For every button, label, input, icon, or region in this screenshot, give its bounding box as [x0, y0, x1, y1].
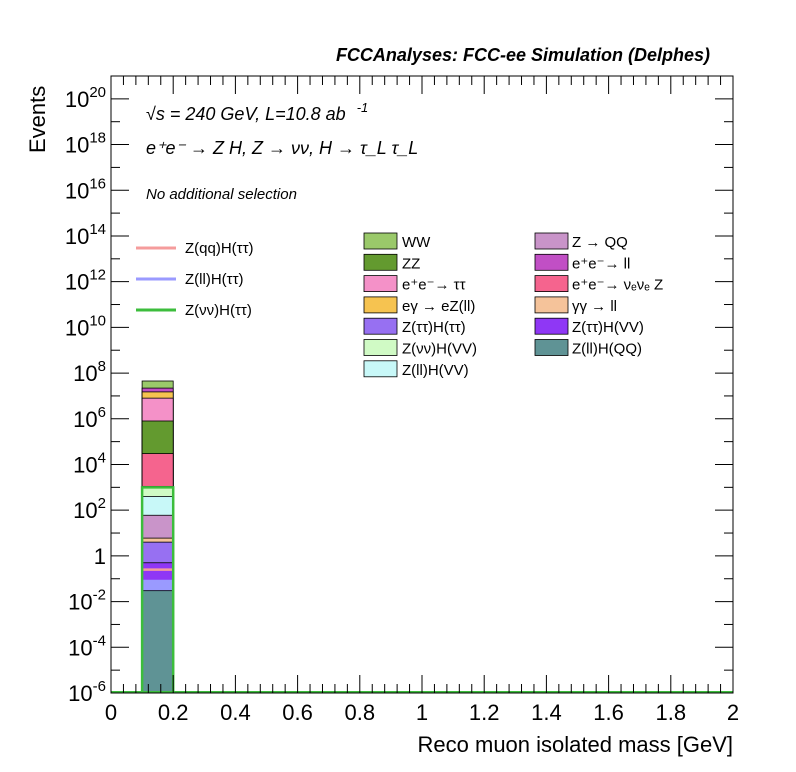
legend-swatch [534, 296, 569, 314]
energy-lumi-text: √s = 240 GeV, L=10.8 ab [146, 104, 346, 124]
legend-swatch [363, 232, 398, 250]
y-tick-label: 1016 [65, 175, 106, 203]
y-tick-exponent: 20 [89, 84, 106, 101]
y-tick-mantissa: 10 [68, 590, 92, 615]
y-tick-exponent: 2 [98, 495, 106, 512]
x-tick-label: 0.8 [345, 700, 376, 725]
process-label: e⁺e⁻ → Z H, Z → νν, H → τ_L τ_L [146, 138, 418, 158]
bar-Z(ll)H(QQ) [141, 590, 174, 694]
legend-label: e⁺e⁻→ νₑνₑ Z [572, 277, 663, 294]
legend-swatch [534, 339, 569, 356]
y-tick-exponent: 10 [89, 312, 106, 329]
legend-swatch [363, 275, 398, 293]
legend: Z(qq)H(ττ) Z(ll)H(ττ) Z(νν)H(ττ) WW ZZ e⁺e⁻→ … [136, 232, 663, 379]
x-axis-title: Reco muon isolated mass [GeV] [418, 732, 733, 757]
x-tick-label: 1.2 [469, 700, 500, 725]
y-tick-exponent: 12 [89, 267, 106, 284]
y-tick-label: 10-2 [68, 587, 106, 615]
legend-label: Z(ll)H(VV) [402, 362, 469, 379]
y-tick-label: 108 [73, 358, 106, 386]
x-tick-label: 0 [105, 700, 117, 725]
y-tick-label: 1010 [65, 312, 106, 340]
legend-label: e⁺e⁻→ ll [572, 255, 630, 272]
legend-label: Z(ττ)H(ττ) [402, 319, 466, 336]
y-tick-labels: 102010181016101410121010108106104102110-… [65, 84, 106, 706]
y-tick-label: 104 [73, 449, 106, 477]
x-tick-label: 2 [727, 700, 739, 725]
legend-label: Z(ll)H(ττ) [185, 271, 244, 288]
y-tick-exponent: 16 [89, 175, 106, 192]
x-tick-labels: 0 0.2 0.4 0.6 0.8 1 1.2 1.4 1.6 1.8 2 [105, 700, 739, 725]
legend-label: e⁺e⁻→ ττ [402, 277, 466, 294]
y-tick-mantissa: 10 [65, 315, 89, 340]
y-tick-mantissa: 10 [68, 635, 92, 660]
legend-label: eγ → eZ(ll) [402, 298, 475, 315]
legend-label: Z(ττ)H(VV) [572, 319, 644, 336]
legend-swatch [363, 253, 398, 271]
legend-swatch [363, 339, 398, 356]
x-tick-label: 0.2 [158, 700, 189, 725]
header-title: FCCAnalyses: FCC-ee Simulation (Delphes) [336, 45, 710, 65]
legend-swatch [534, 275, 569, 293]
y-tick-exponent: -2 [93, 587, 106, 604]
y-tick-mantissa: 10 [68, 681, 92, 706]
y-tick-exponent: 4 [98, 449, 106, 466]
y-tick-label: 1018 [65, 130, 106, 158]
y-tick-mantissa: 10 [73, 407, 97, 432]
legend-swatch [363, 360, 398, 378]
legend-swatch [363, 317, 398, 335]
y-tick-exponent: 18 [89, 130, 106, 147]
legend-label: WW [402, 234, 431, 251]
y-tick-exponent: 6 [98, 404, 106, 421]
legend-label: Z(νν)H(ττ) [185, 302, 252, 319]
legend-label: γγ → ll [572, 298, 617, 315]
legend-label: Z(νν)H(VV) [402, 341, 477, 358]
x-tick-label: 1 [416, 700, 428, 725]
legend-label: Z(ll)H(QQ) [572, 341, 642, 358]
energy-lumi-exponent: -1 [357, 100, 369, 115]
y-tick-mantissa: 10 [65, 133, 89, 158]
plot-frame [110, 75, 734, 694]
y-tick-label: 10-6 [68, 678, 106, 706]
y-tick-exponent: 14 [89, 221, 106, 238]
x-tick-label: 0.4 [220, 700, 251, 725]
energy-lumi-label: √s = 240 GeV, L=10.8 ab -1 [146, 100, 368, 124]
signal-Z(νν)H(ττ) [140, 486, 175, 693]
y-tick-mantissa: 10 [73, 361, 97, 386]
y-tick-label: 102 [73, 495, 106, 523]
x-tick-label: 1.6 [593, 700, 624, 725]
y-tick-label: 1012 [65, 267, 106, 295]
y-tick-label: 1 [94, 544, 106, 569]
selection-label: No additional selection [146, 186, 297, 203]
x-tick-label: 0.6 [282, 700, 313, 725]
y-tick-mantissa: 10 [73, 452, 97, 477]
axis-ticks [110, 75, 734, 694]
legend-label: Z(qq)H(ττ) [185, 240, 254, 257]
legend-swatch [363, 296, 398, 314]
y-tick-mantissa: 10 [65, 87, 89, 112]
y-tick-mantissa: 10 [65, 270, 89, 295]
legend-label: ZZ [402, 255, 420, 272]
y-tick-exponent: 8 [98, 358, 106, 375]
histogram-stack [111, 380, 733, 694]
y-tick-label: 106 [73, 404, 106, 432]
x-tick-label: 1.8 [656, 700, 687, 725]
y-axis-title: Events [25, 86, 50, 153]
legend-swatch [534, 232, 569, 250]
y-tick-label: 1020 [65, 84, 106, 112]
y-tick-label: 10-4 [68, 632, 106, 660]
y-tick-mantissa: 10 [73, 498, 97, 523]
y-tick-mantissa: 10 [65, 224, 89, 249]
y-tick-label: 1014 [65, 221, 106, 249]
y-tick-exponent: -4 [93, 632, 106, 649]
legend-swatch [534, 253, 569, 271]
x-tick-label: 1.4 [531, 700, 562, 725]
legend-label: Z → QQ [572, 234, 628, 251]
y-tick-mantissa: 10 [65, 178, 89, 203]
y-tick-exponent: -6 [93, 678, 106, 695]
legend-swatch [534, 317, 569, 335]
